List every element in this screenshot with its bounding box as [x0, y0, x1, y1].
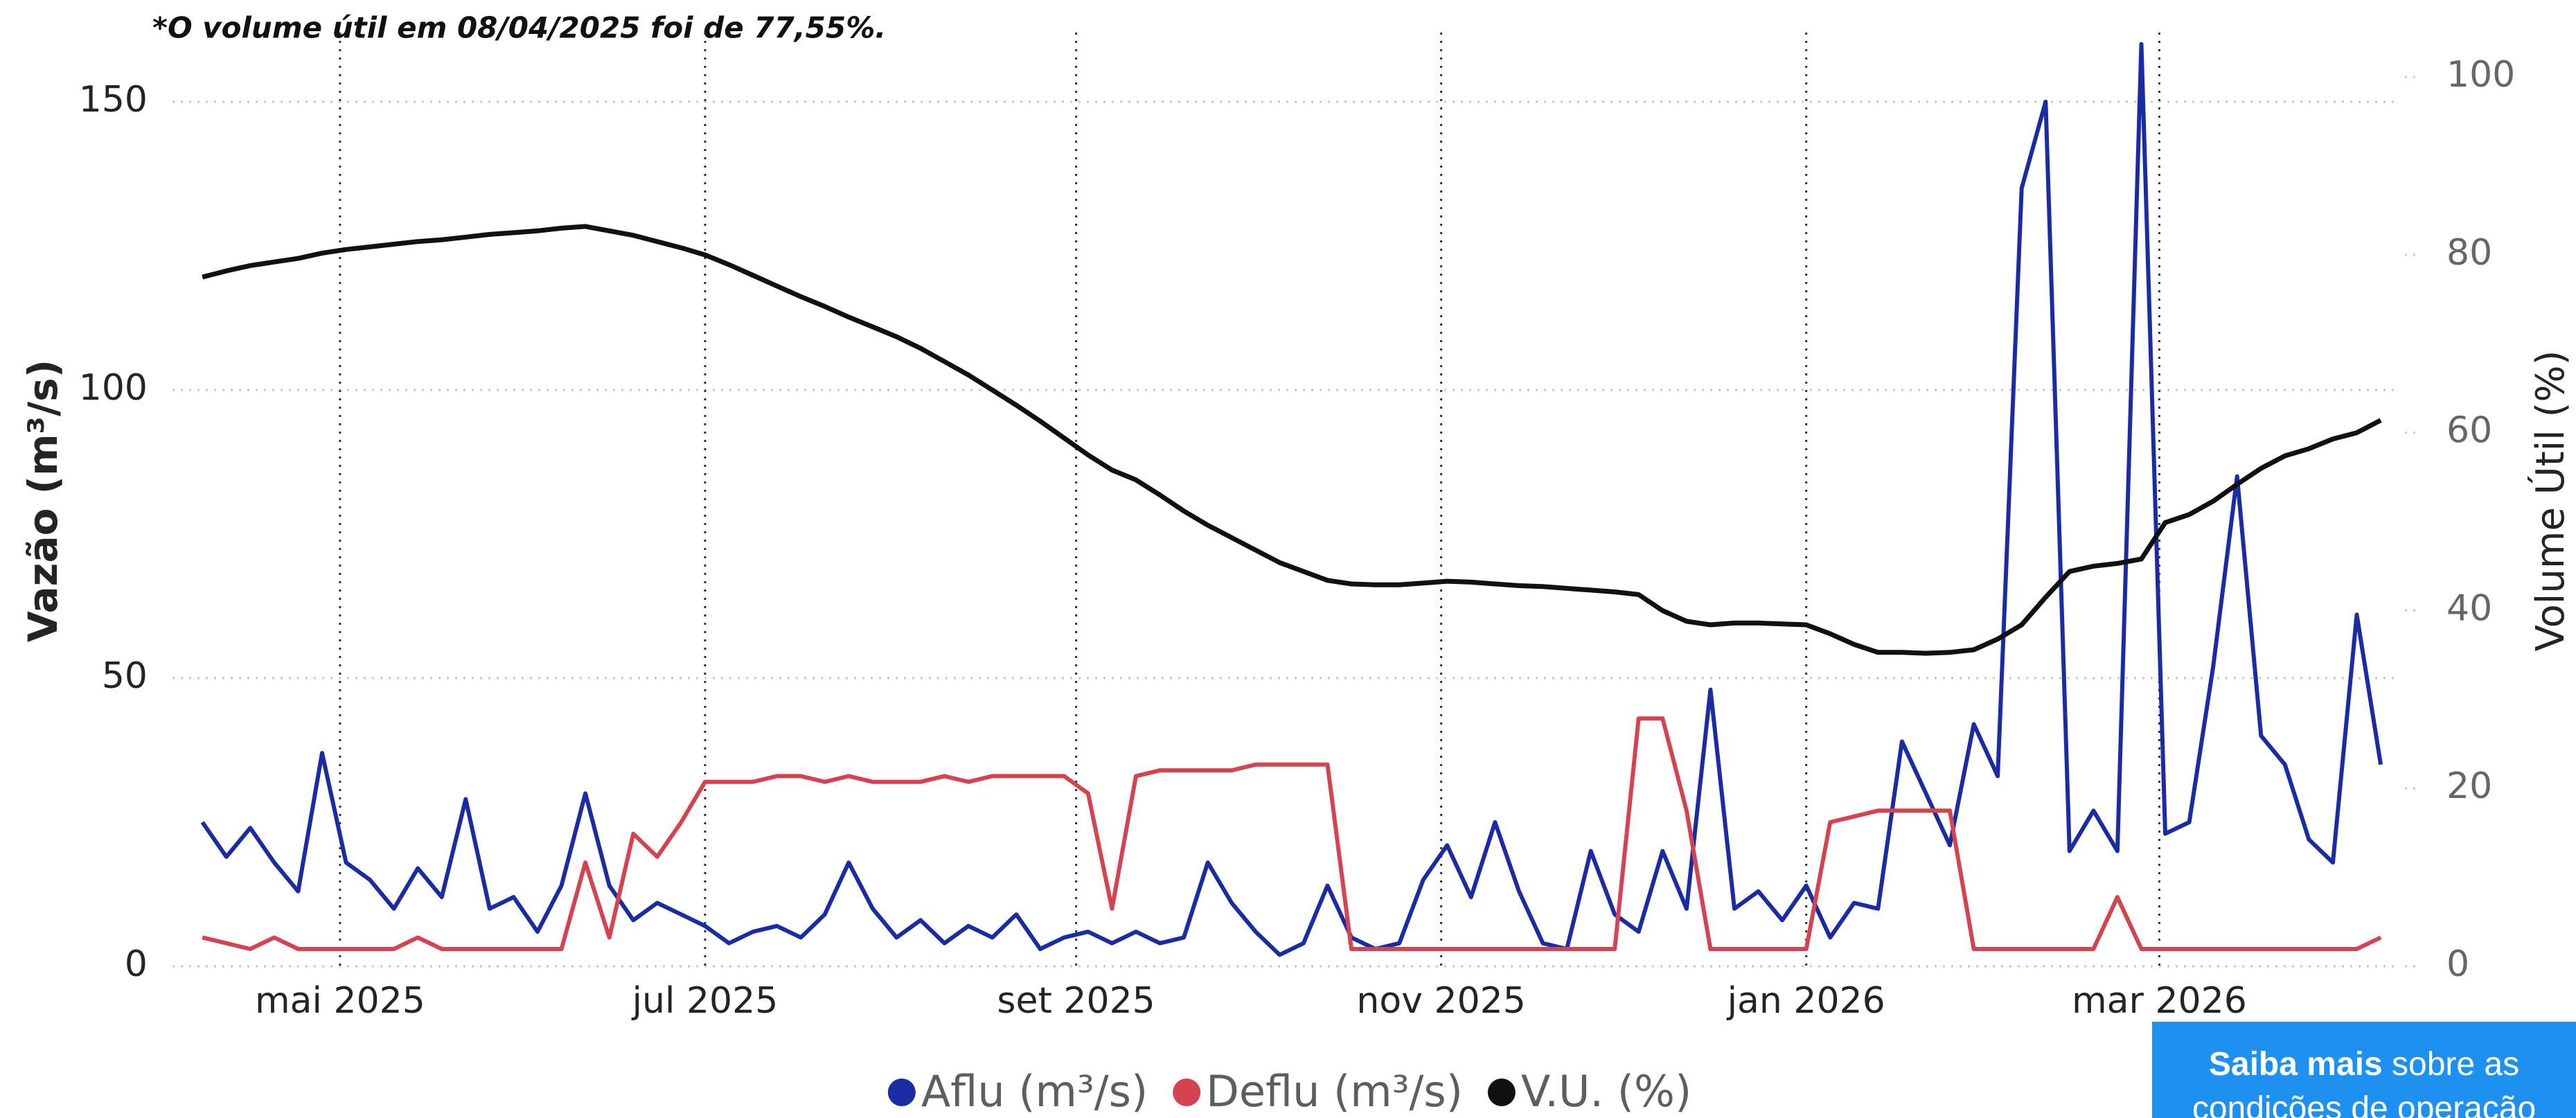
- series-line: [202, 224, 2382, 656]
- x-tick-label: jan 2026: [1727, 980, 1885, 1022]
- x-tick-label: mai 2025: [255, 980, 425, 1022]
- y-axis-title: Vazão (m³/s): [19, 360, 66, 642]
- x-tick-label: mar 2026: [2072, 980, 2247, 1022]
- series-line: [200, 42, 2383, 957]
- button-text: sobre as condições de operação: [2192, 1046, 2537, 1118]
- series-line: [202, 716, 2382, 951]
- y2-tick-label: 80: [2446, 232, 2492, 274]
- annotation: *O volume útil em 08/04/2025 foi de 77,5…: [152, 11, 886, 45]
- y2-tick-label: 20: [2446, 765, 2492, 807]
- x-tick-label: nov 2025: [1356, 980, 1525, 1022]
- y2-tick-label: 40: [2446, 587, 2492, 629]
- legend-label: V.U. (%): [1521, 1066, 1691, 1117]
- legend-label: Deflu (m³/s): [1206, 1066, 1463, 1117]
- y2-axis-title: Volume Útil (%): [2528, 351, 2573, 652]
- more-info-button[interactable]: Saiba mais sobre as condições de operaçã…: [2152, 1022, 2576, 1118]
- y2-tick-label: 0: [2446, 943, 2469, 985]
- legend-marker: [1173, 1079, 1201, 1106]
- x-tick-label: set 2025: [997, 980, 1155, 1022]
- y-tick-label: 0: [125, 943, 148, 985]
- y-tick-label: 100: [79, 367, 148, 409]
- legend-marker: [1487, 1079, 1516, 1106]
- y-tick-label: 50: [102, 655, 148, 697]
- y-tick-label: 150: [79, 79, 148, 121]
- button-strong: Saiba mais: [2208, 1046, 2383, 1083]
- legend-marker: [887, 1079, 916, 1106]
- legend-label: Aflu (m³/s): [921, 1066, 1148, 1117]
- y2-tick-label: 100: [2446, 54, 2515, 96]
- x-tick-label: jul 2025: [632, 980, 779, 1022]
- y2-tick-label: 60: [2446, 410, 2492, 452]
